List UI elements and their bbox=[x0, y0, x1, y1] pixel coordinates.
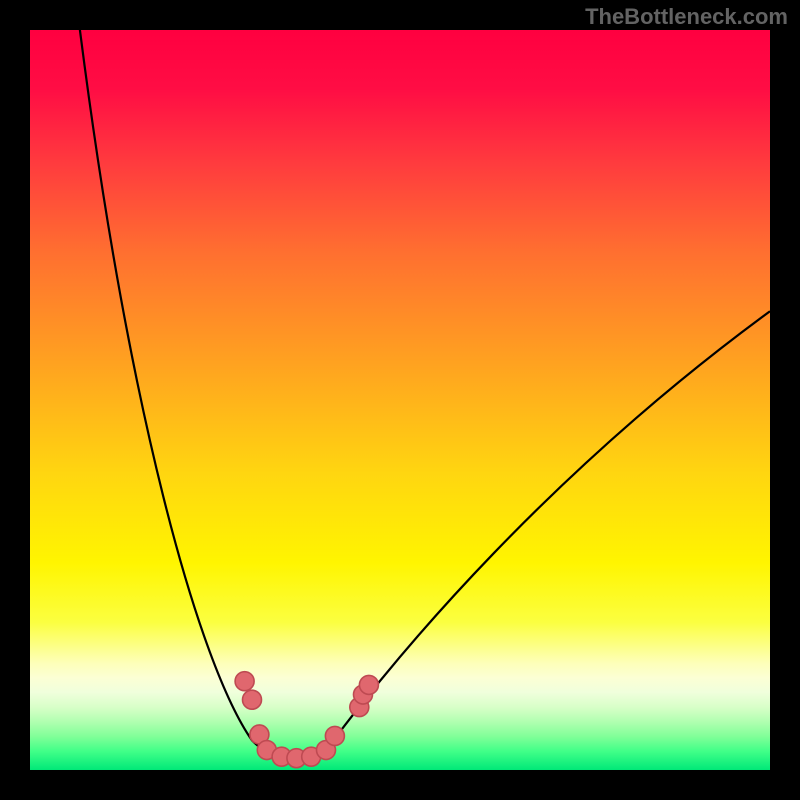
marker-point bbox=[235, 672, 254, 691]
marker-point bbox=[325, 726, 344, 745]
marker-point bbox=[243, 690, 262, 709]
bottleneck-chart bbox=[0, 0, 800, 800]
marker-point bbox=[359, 675, 378, 694]
chart-container: TheBottleneck.com bbox=[0, 0, 800, 800]
